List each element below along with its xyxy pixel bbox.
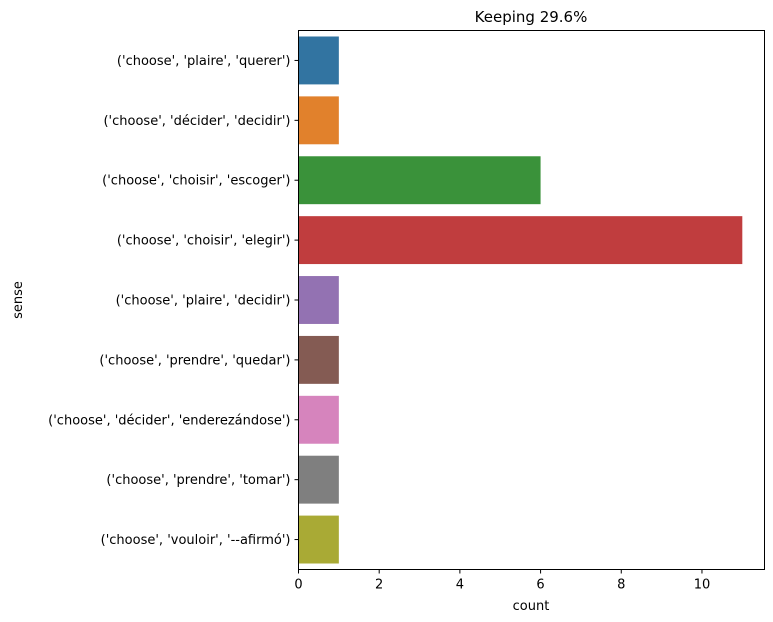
chart-title: Keeping 29.6% xyxy=(475,8,588,26)
x-tick-label: 0 xyxy=(294,578,302,593)
y-axis-label: sense xyxy=(11,281,26,319)
y-tick-label: ('choose', 'décider', 'enderezándose') xyxy=(48,413,290,428)
bar xyxy=(298,216,743,265)
x-tick-label: 6 xyxy=(536,578,544,593)
bar xyxy=(298,156,541,205)
y-tick-label: ('choose', 'choisir', 'elegir') xyxy=(117,234,291,249)
x-tick-label: 10 xyxy=(694,578,711,593)
y-axis-ticks: ('choose', 'plaire', 'querer') ('choose',… xyxy=(48,54,299,548)
y-tick-label: ('choose', 'plaire', 'querer') xyxy=(117,54,291,69)
x-axis-ticks: 0 2 4 6 8 10 xyxy=(294,569,711,593)
bar xyxy=(298,455,339,504)
y-tick-label: ('choose', 'vouloir', '--afirmó') xyxy=(101,533,291,548)
plot-frame xyxy=(298,30,765,570)
y-tick-label: ('choose', 'prendre', 'tomar') xyxy=(106,473,290,488)
y-tick-label: ('choose', 'plaire', 'decidir') xyxy=(116,294,291,309)
bar xyxy=(298,36,339,85)
x-axis-label: count xyxy=(513,599,550,614)
y-tick-label: ('choose', 'décider', 'decidir') xyxy=(103,114,290,129)
bar xyxy=(298,335,339,384)
y-tick-label: ('choose', 'prendre', 'quedar') xyxy=(99,353,290,368)
bar xyxy=(298,515,339,564)
y-tick-label: ('choose', 'choisir', 'escoger') xyxy=(102,174,290,189)
bars-group xyxy=(298,36,743,564)
bar xyxy=(298,276,339,324)
bar xyxy=(298,96,339,145)
bar xyxy=(298,395,339,444)
x-tick-label: 2 xyxy=(375,578,383,593)
x-tick-label: 4 xyxy=(456,578,464,593)
x-tick-label: 8 xyxy=(617,578,625,593)
